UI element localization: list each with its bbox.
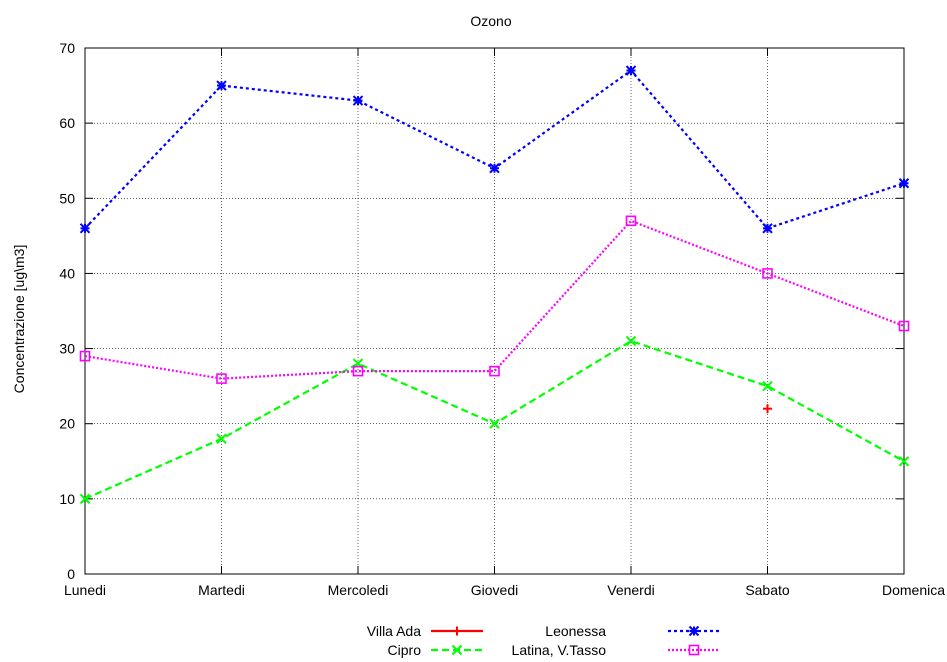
series-line: [84, 339, 905, 500]
x-tick-label: Domenica: [882, 582, 945, 598]
data-point: [762, 268, 773, 279]
legend-item: Cipro: [388, 642, 483, 658]
y-tick-label: 70: [59, 40, 75, 56]
y-axis-label: Concentrazione [ug\m3]: [11, 245, 27, 394]
data-point-stroke: [489, 418, 500, 429]
y-tick-label: 30: [59, 341, 75, 357]
chart-title: Ozono: [470, 13, 511, 29]
series-villa-ada: [763, 404, 772, 414]
axes: 0 10 20 30 40 50 60 70 Lunedi Martedi Mercoledi Gio…: [59, 40, 945, 598]
legend-label: Villa Ada: [367, 623, 421, 639]
legend: Villa Ada Cipro Leonessa Latina, V.Tasso: [367, 623, 720, 658]
legend-item: Villa Ada: [367, 623, 483, 639]
data-point: [79, 350, 91, 362]
data-point: [898, 178, 910, 189]
data-point: [216, 373, 227, 384]
y-tick-label: 10: [59, 491, 75, 507]
data-point: [688, 625, 700, 637]
series-cipro: [79, 335, 910, 505]
data-point: [79, 493, 91, 505]
data-point-stroke: [762, 380, 773, 392]
data-point: [625, 335, 637, 347]
x-tick-label: Martedi: [198, 582, 245, 598]
data-point: [451, 644, 463, 656]
data-point: [489, 418, 500, 429]
data-point: [489, 163, 500, 174]
y-tick-label: 0: [67, 566, 75, 582]
data-point: [898, 320, 910, 332]
grid: [85, 48, 904, 574]
series-line: [84, 219, 905, 380]
plot-border: [84, 47, 905, 575]
y-tick-label: 20: [59, 416, 75, 432]
x-tick-label: Sabato: [745, 582, 790, 598]
x-tick-label: Lunedi: [64, 582, 106, 598]
data-point: [625, 65, 637, 76]
data-point-stroke: [898, 456, 910, 467]
data-point-stroke: [216, 433, 227, 444]
legend-label: Cipro: [388, 642, 422, 658]
y-tick-label: 60: [59, 115, 75, 131]
data-point: [352, 95, 364, 106]
legend-label: Leonessa: [545, 623, 606, 639]
x-tick-label: Mercoledi: [328, 582, 389, 598]
x-tick-label: Giovedi: [471, 582, 518, 598]
data-point: [763, 404, 772, 414]
data-point: [79, 223, 91, 234]
y-tick-label: 50: [59, 190, 75, 206]
data-point: [452, 626, 462, 636]
data-point: [762, 223, 773, 234]
x-tick-label: Venerdi: [607, 582, 654, 598]
y-tick-label: 40: [59, 265, 75, 281]
series-group: [79, 65, 910, 505]
data-point: [688, 644, 700, 656]
legend-item: Leonessa: [545, 623, 720, 639]
data-point-stroke: [79, 493, 91, 505]
data-point: [352, 365, 364, 377]
data-point: [216, 433, 227, 444]
legend-label: Latina, V.Tasso: [512, 642, 607, 658]
data-point: [625, 215, 637, 227]
data-point: [762, 380, 773, 392]
series-latina-v-tasso: [79, 215, 910, 384]
data-point-stroke: [625, 335, 637, 347]
series-leonessa: [79, 65, 910, 234]
data-point: [216, 80, 227, 91]
legend-item: Latina, V.Tasso: [512, 642, 720, 658]
data-point: [898, 456, 910, 467]
data-point-stroke: [451, 644, 463, 656]
data-point: [489, 365, 500, 377]
